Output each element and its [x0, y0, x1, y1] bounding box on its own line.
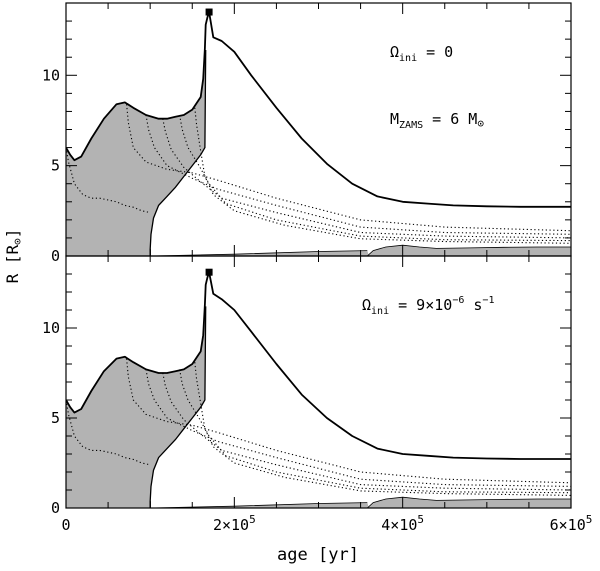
end-marker	[205, 8, 213, 16]
isochrone-line-5	[194, 362, 571, 496]
y-axis-label: R [R⊙]	[3, 229, 24, 284]
envelope-boundary-line	[367, 496, 571, 508]
isochrone-line-4	[179, 114, 571, 242]
y-tick-label: 5	[51, 157, 60, 175]
shaded-region-3	[367, 497, 571, 508]
bottom-panel: 0 5 10 0 2×105 4×105 6×105 Ωini = 9×10−6 s−1	[42, 255, 593, 534]
shaded-region-3	[367, 245, 571, 256]
x-tick-label: 0	[61, 516, 70, 534]
isochrone-line-2	[145, 369, 571, 487]
x-tick-label: 2×105	[213, 513, 256, 534]
envelope-boundary-line	[367, 244, 571, 256]
radius-line	[66, 11, 571, 208]
isochrone-line-5	[194, 107, 571, 244]
annotation-2: MZAMS = 6 M⊙	[390, 110, 484, 131]
convective-boundary-line	[149, 306, 207, 508]
shaded-region-1	[66, 50, 206, 256]
shaded-region-1	[66, 306, 206, 508]
ticks	[65, 255, 572, 509]
y-tick-label: 0	[51, 499, 60, 517]
isochrone-line-1	[126, 358, 571, 484]
radius-line	[66, 271, 571, 460]
isochrone-line-1	[126, 104, 571, 232]
y-tick-label: 0	[51, 247, 60, 265]
isochrone-line-6	[66, 147, 151, 214]
isochrone-line-2	[145, 114, 571, 235]
isochrone-line-3	[162, 372, 571, 491]
annotation-1: Ωini = 9×10−6 s−1	[362, 295, 494, 317]
plot-area	[66, 11, 571, 256]
x-axis-label: age [yr]	[277, 545, 359, 565]
isochrone-line-6	[66, 399, 151, 466]
axis-labels: age [yr] R [R⊙]	[3, 229, 359, 565]
top-panel: 0 5 10 Ωini = 0 MZAMS = 6 M⊙	[42, 2, 572, 265]
x-tick-label: 4×105	[381, 513, 424, 534]
x-tick-label: 6×105	[550, 513, 593, 534]
isochrone-line-3	[162, 118, 571, 239]
isochrone-line-4	[179, 369, 571, 494]
plot-area	[66, 271, 571, 508]
end-marker	[205, 268, 213, 276]
y-tick-label: 5	[51, 409, 60, 427]
y-tick-label: 10	[42, 66, 60, 84]
annotation-1: Ωini = 0	[390, 43, 453, 64]
y-tick-label: 10	[42, 319, 60, 337]
